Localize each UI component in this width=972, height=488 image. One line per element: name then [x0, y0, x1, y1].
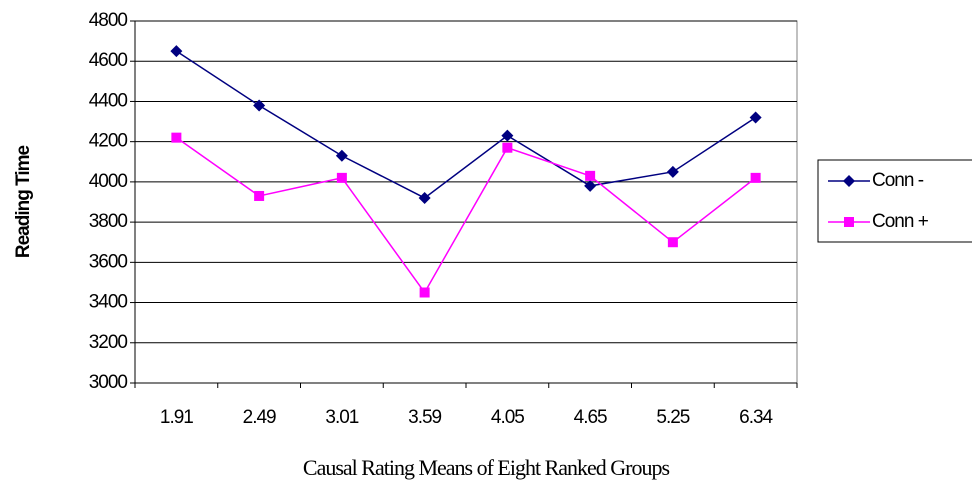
y-tick-label: 4800 [89, 10, 128, 31]
y-tick-label: 3800 [89, 211, 128, 232]
x-tick-label: 5.25 [656, 407, 689, 428]
series-line [175, 137, 757, 294]
plot-area [134, 20, 798, 384]
x-tick-label: 2.49 [243, 407, 276, 428]
data-point [254, 190, 265, 201]
legend-marker [844, 217, 854, 227]
data-point [585, 170, 596, 181]
data-point [666, 165, 679, 178]
data-point [171, 132, 182, 143]
y-tick-label: 3000 [89, 372, 128, 393]
data-point [336, 172, 347, 183]
x-axis-title: Causal Rating Means of Eight Ranked Grou… [303, 455, 670, 480]
x-tick-label: 4.05 [491, 407, 524, 428]
data-point [502, 142, 513, 153]
data-point [419, 287, 430, 298]
data-point [667, 237, 678, 248]
data-point [253, 99, 266, 112]
data-point [584, 179, 597, 192]
x-tick-label: 4.65 [574, 407, 607, 428]
y-tick-label: 4400 [89, 90, 128, 111]
data-point [749, 111, 762, 124]
x-tick-label: 6.34 [739, 407, 773, 428]
y-tick-label: 4600 [89, 50, 128, 71]
data-point [418, 191, 431, 204]
y-tick-label: 4000 [89, 171, 128, 192]
x-tick-label: 3.01 [325, 407, 358, 428]
data-point [170, 45, 183, 58]
legend-box [817, 159, 972, 243]
y-tick-label: 3600 [89, 251, 128, 272]
y-axis-title: Reading Time [13, 145, 34, 258]
x-tick-label: 3.59 [408, 407, 441, 428]
data-point [501, 129, 514, 142]
data-point [335, 149, 348, 162]
legend-marker [843, 175, 855, 187]
y-tick-label: 3200 [89, 332, 128, 353]
legend-label: Conn + [872, 211, 929, 232]
legend-label: Conn - [872, 170, 924, 191]
x-tick-label: 1.91 [160, 407, 193, 428]
y-tick-label: 4200 [89, 131, 128, 152]
data-point [750, 172, 761, 183]
y-tick-label: 3400 [89, 292, 128, 313]
series-line [175, 50, 757, 199]
